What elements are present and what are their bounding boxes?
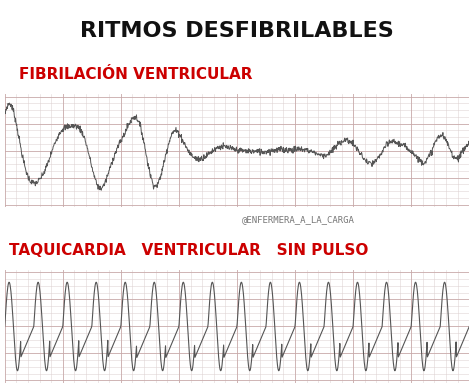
- Text: FIBRILACIÓN VENTRICULAR: FIBRILACIÓN VENTRICULAR: [18, 67, 252, 82]
- Text: RITMOS DESFIBRILABLES: RITMOS DESFIBRILABLES: [80, 21, 394, 41]
- Text: TAQUICARDIA   VENTRICULAR   SIN PULSO: TAQUICARDIA VENTRICULAR SIN PULSO: [9, 243, 369, 258]
- Text: @ENFERMERA_A_LA_CARGA: @ENFERMERA_A_LA_CARGA: [242, 215, 355, 224]
